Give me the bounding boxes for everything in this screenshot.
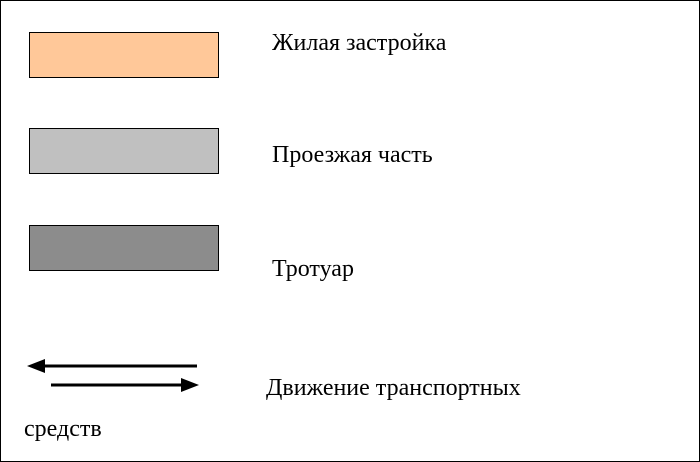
roadway-swatch (29, 128, 219, 174)
roadway-label: Проезжая часть (272, 142, 433, 168)
traffic-label-line1: Движение транспортных (266, 375, 521, 401)
left-arrowhead (27, 359, 45, 373)
right-arrowhead (181, 378, 199, 392)
residential-label: Жилая застройка (272, 30, 447, 56)
two-way-arrows-icon (27, 359, 199, 392)
traffic-label-line2: средств (24, 416, 102, 442)
sidewalk-swatch (29, 225, 219, 271)
sidewalk-label: Тротуар (272, 256, 354, 282)
residential-swatch (29, 32, 219, 78)
